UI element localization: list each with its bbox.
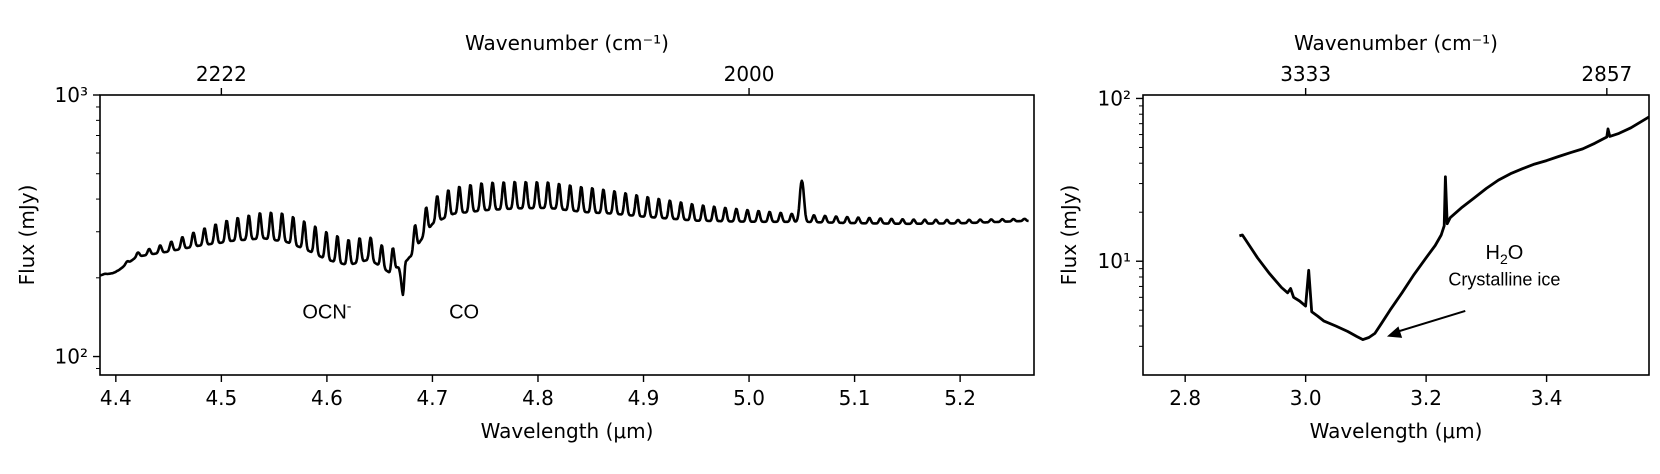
x-tick-label: 4.8 (522, 386, 554, 410)
x-tick-label: 3.4 (1531, 386, 1563, 410)
annotations-left: OCN- CO (302, 297, 479, 323)
top-axis-title-left: Wavenumber (cm⁻¹) (465, 31, 669, 55)
plot-frame-right (1142, 94, 1650, 376)
x-tick-label: 5.0 (733, 386, 765, 410)
chart-panel-right: 2.8 3.0 3.2 3.4 3333 2857 10¹ 10² Wavelength (μ… (1057, 31, 1650, 443)
arrow-line (1394, 309, 1466, 334)
x-tick-label: 4.7 (417, 386, 449, 410)
x-tick-label: 5.2 (944, 386, 976, 410)
flux-series-line-left (99, 179, 1030, 297)
annotation-ocn: OCN- (302, 297, 351, 323)
x-tick-label: 2.8 (1169, 386, 1201, 410)
top-axis-title-right: Wavenumber (cm⁻¹) (1294, 31, 1498, 55)
plot-frame-left (99, 94, 1035, 376)
x-axis-title-right: Wavelength (μm) (1310, 419, 1483, 443)
chart-panel-left: 4.4 4.5 4.6 4.7 4.8 4.9 5.0 5.1 5.2 2222 2000 10² 10… (15, 31, 1035, 443)
x-tick-label: 4.5 (205, 386, 237, 410)
x-axis-title-left: Wavelength (μm) (481, 419, 654, 443)
y-tick-label: 10³ (55, 83, 88, 107)
top-tick-label: 3333 (1280, 62, 1331, 86)
x-tick-label: 5.1 (839, 386, 871, 410)
annotation-label: CO (449, 301, 479, 323)
x-tick-label: 3.2 (1410, 386, 1442, 410)
axis-ticks-right: 2.8 3.0 3.2 3.4 3333 2857 10¹ 10² (1098, 62, 1633, 410)
top-tick-label: 2857 (1581, 62, 1632, 86)
arrow-head (1386, 326, 1403, 338)
y-axis-title-left: Flux (mJy) (15, 185, 39, 286)
flux-series-line-right (1238, 115, 1650, 341)
x-tick-label: 3.0 (1290, 386, 1322, 410)
y-axis-title-right: Flux (mJy) (1057, 185, 1081, 286)
top-tick-label: 2222 (196, 62, 247, 86)
x-tick-label: 4.9 (628, 386, 660, 410)
annotation-h2o: H2O (1486, 242, 1524, 267)
y-tick-label: 10¹ (1098, 249, 1131, 273)
y-tick-label: 10² (55, 345, 88, 369)
x-tick-label: 4.6 (311, 386, 343, 410)
annotation-label: Crystalline ice (1448, 269, 1560, 289)
top-tick-label: 2000 (724, 62, 775, 86)
x-tick-label: 4.4 (100, 386, 132, 410)
y-tick-label: 10² (1098, 86, 1131, 110)
axis-ticks-left: 4.4 4.5 4.6 4.7 4.8 4.9 5.0 5.1 5.2 2222 2000 10² 10… (55, 62, 976, 410)
